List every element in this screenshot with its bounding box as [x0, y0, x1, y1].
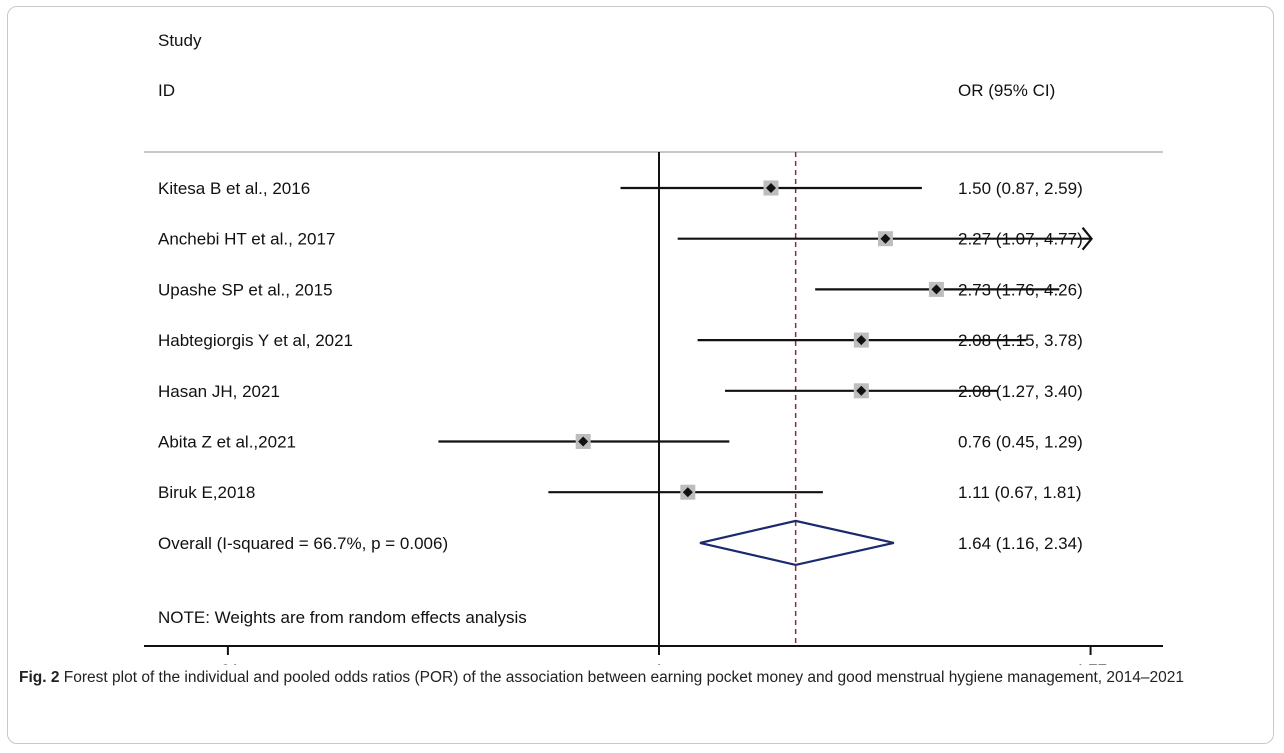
study-row: Biruk E,2018 1.11 (0.67, 1.81)	[158, 483, 1082, 502]
point-estimate-marker	[682, 487, 693, 498]
x-axis-ticks: .21 1 4.77	[216, 646, 1107, 665]
point-estimate-marker	[765, 183, 776, 193]
study-name: Abita Z et al.,2021	[158, 433, 296, 452]
study-estimate-label: 0.76 (0.45, 1.29)	[958, 433, 1083, 452]
header-estimate: OR (95% CI)	[958, 81, 1055, 100]
study-estimate-label: 1.11 (0.67, 1.81)	[958, 483, 1082, 502]
point-estimate-marker	[578, 436, 589, 447]
pooled-diamond	[699, 519, 895, 567]
point-estimate-marker	[931, 284, 942, 295]
study-name: Hasan JH, 2021	[158, 382, 280, 401]
plot-marks: Kitesa B et al., 2016 1.50 (0.87, 2.59) An…	[158, 152, 1093, 646]
study-row: Hasan JH, 2021 2.08 (1.27, 3.40)	[158, 382, 1083, 401]
study-row: Abita Z et al.,2021 0.76 (0.45, 1.29)	[158, 433, 1083, 452]
point-estimate-marker	[856, 335, 867, 346]
caption-label: Fig. 2	[19, 669, 60, 686]
figure-caption: Fig. 2 Forest plot of the individual and…	[19, 667, 1264, 689]
header-id: ID	[158, 81, 175, 100]
figure-frame	[7, 6, 1274, 744]
study-name: Habtegiorgis Y et al, 2021	[158, 331, 353, 350]
point-estimate-marker	[880, 233, 891, 244]
x-tick-label: 4.77	[1074, 661, 1107, 665]
study-name: Anchebi HT et al., 2017	[158, 230, 335, 249]
forest-plot: Study ID OR (95% CI) Kitesa B et al., 20…	[144, 31, 1163, 665]
study-row: Habtegiorgis Y et al, 2021 2.08 (1.15, 3.…	[158, 331, 1083, 350]
header-study: Study	[158, 31, 202, 50]
x-tick-label: 1	[654, 661, 663, 665]
overall-estimate-label: 1.64 (1.16, 2.34)	[958, 534, 1083, 553]
caption-text: Forest plot of the individual and pooled…	[63, 669, 1184, 686]
study-estimate-label: 1.50 (0.87, 2.59)	[958, 179, 1083, 198]
ci-truncation-arrow	[1081, 227, 1093, 251]
study-row: Kitesa B et al., 2016 1.50 (0.87, 2.59)	[158, 179, 1083, 198]
study-row: Anchebi HT et al., 2017 2.27 (1.07, 4.77)	[158, 227, 1093, 251]
study-name: Kitesa B et al., 2016	[158, 179, 310, 198]
overall-name: Overall (I-squared = 66.7%, p = 0.006)	[158, 534, 448, 553]
weights-note: NOTE: Weights are from random effects an…	[158, 608, 527, 627]
x-tick-label: .21	[216, 661, 240, 665]
study-row: Upashe SP et al., 2015 2.73 (1.76, 4.26)	[158, 280, 1083, 299]
study-name: Biruk E,2018	[158, 483, 255, 502]
study-estimate-label: 2.08 (1.27, 3.40)	[958, 382, 1083, 401]
point-estimate-marker	[856, 385, 867, 396]
study-name: Upashe SP et al., 2015	[158, 280, 333, 299]
overall-row: Overall (I-squared = 66.7%, p = 0.006) 1.…	[158, 519, 1083, 567]
